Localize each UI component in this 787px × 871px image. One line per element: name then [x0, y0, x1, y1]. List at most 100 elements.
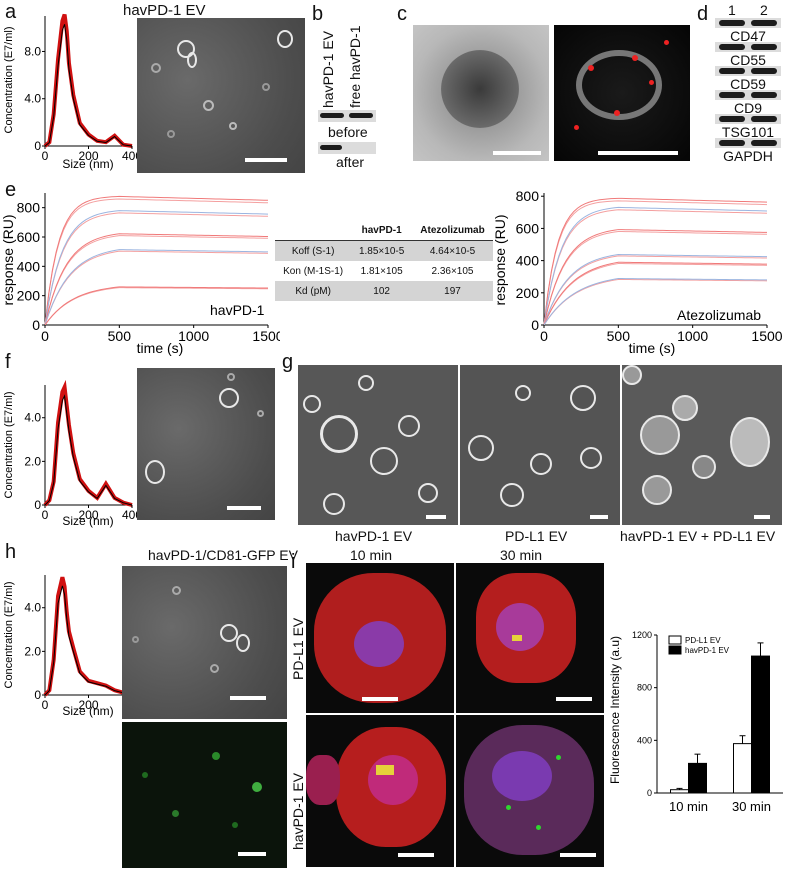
- y-tick-label: 8.0: [24, 44, 41, 58]
- panel-b-lane-2: free havPD-1: [347, 25, 363, 108]
- legend-swatch: [668, 635, 682, 645]
- fit-curve: [543, 230, 768, 326]
- panel-letter-d: d: [697, 3, 709, 25]
- panel-i-ylabel: Fluorescence Intensity (a.u): [608, 636, 622, 784]
- bar: [688, 762, 707, 794]
- panel-g-caption-2: PD-L1 EV: [505, 528, 568, 544]
- bar: [670, 789, 689, 794]
- panel-h-gfp-fluorescence-image: [122, 722, 287, 868]
- x-tick-label: 200: [78, 149, 98, 163]
- fit-curve: [44, 212, 269, 326]
- series-line: [44, 24, 133, 147]
- fit-curve: [543, 200, 768, 326]
- scale-bar: [493, 151, 541, 155]
- y-tick-label: 400: [637, 735, 652, 745]
- panel-g-caption-1: havPD-1 EV: [335, 528, 413, 544]
- bar: [733, 743, 752, 794]
- y-tick-label: 2.0: [24, 454, 41, 468]
- y-tick-label: 400: [17, 258, 41, 274]
- series-line: [543, 197, 768, 326]
- x-tick-label: 0: [42, 149, 49, 163]
- x-tick-label: 400: [122, 149, 140, 163]
- scale-bar: [556, 697, 592, 701]
- series-line: [543, 261, 768, 326]
- error-band: [43, 13, 133, 148]
- panel-d-marker-label: TSG101: [721, 124, 775, 140]
- y-tick-label: 200: [516, 285, 540, 301]
- panel-i-row-pdl1: PD-L1 EV: [290, 617, 306, 680]
- panel-b-before-label: before: [328, 124, 368, 140]
- panel-d-blot-gapdh: [715, 138, 781, 148]
- error-band: [43, 379, 133, 507]
- panel-e-left-name: havPD-1: [210, 302, 265, 318]
- panel-letter-e: e: [5, 179, 17, 201]
- panel-d-blot-cd55: [715, 42, 781, 52]
- fit-curve: [543, 209, 768, 326]
- x-tick-label: 200: [78, 508, 98, 522]
- panel-c-immunogold-tem: [413, 25, 549, 161]
- panel-i-row-havpd1: havPD-1 EV: [290, 772, 306, 850]
- scale-bar: [230, 696, 266, 700]
- panel-f-xlabel: Size (nm): [62, 514, 113, 528]
- panel-i-confocal-pdl1-10min: [306, 563, 454, 713]
- scale-bar: [754, 515, 770, 519]
- scale-bar: [362, 697, 398, 701]
- y-tick-label: 1200: [632, 630, 652, 640]
- fit-curve: [44, 235, 269, 326]
- panel-d-blot-cd47: [715, 18, 781, 28]
- x-tick-label: 30 min: [732, 799, 771, 814]
- panel-a-xlabel: Size (nm): [62, 157, 113, 171]
- panel-d-marker-label: GAPDH: [723, 148, 773, 164]
- x-tick-label: 0: [42, 508, 49, 522]
- scale-bar: [227, 506, 261, 510]
- y-tick-label: 2.0: [24, 644, 41, 658]
- panel-a-tem-image: [137, 18, 305, 173]
- x-tick-label: 0: [540, 328, 548, 344]
- panel-g-mixed-ev-image: [622, 365, 782, 525]
- panel-h-size-distribution-chart: 020040002.04.0 Size (nm) Concentration (…: [3, 575, 140, 718]
- panel-i-confocal-havpd1-30min: [456, 715, 604, 867]
- panel-a-size-distribution-chart: 0 200 400 0 4.0 8.0 Size (nm) Concentration (…: [3, 13, 140, 171]
- x-tick-label: 1500: [751, 328, 782, 344]
- legend-label: PD-L1 EV: [685, 636, 721, 645]
- bar: [751, 655, 770, 794]
- panel-f-ylabel: Concentration (E7/ml): [3, 392, 15, 499]
- series-line: [543, 229, 768, 326]
- error-band: [43, 576, 133, 697]
- y-tick-label: 0: [34, 139, 41, 153]
- fit-curve: [44, 198, 269, 326]
- y-tick-label: 600: [17, 229, 41, 245]
- panel-d-marker-label: CD55: [730, 52, 766, 68]
- y-tick-label: 800: [17, 200, 41, 216]
- panel-e-left-ylabel: response (RU): [0, 214, 16, 305]
- panel-letter-h: h: [5, 541, 17, 563]
- y-tick-label: 400: [516, 253, 540, 269]
- y-tick-label: 0: [34, 498, 41, 512]
- panel-h-ylabel: Concentration (E7/ml): [3, 582, 15, 689]
- panel-e-right-ylabel: response (RU): [492, 214, 508, 305]
- y-tick-label: 0: [647, 788, 652, 798]
- legend-swatch: [668, 645, 682, 655]
- panel-b-blot-before: [318, 110, 376, 122]
- scale-bar: [238, 852, 266, 856]
- panel-g-havpd1-ev-image: [298, 365, 458, 525]
- fit-curve: [543, 255, 768, 326]
- scale-bar: [590, 515, 608, 519]
- scale-bar: [398, 853, 434, 857]
- panel-letter-f: f: [5, 351, 11, 373]
- panel-h-xlabel: Size (nm): [62, 704, 113, 718]
- table-row: Koff (S-1) 1.85×10-5 4.64×10-5: [275, 240, 493, 261]
- y-tick-label: 4.0: [24, 92, 41, 106]
- scale-bar: [560, 853, 596, 857]
- panel-letter-i: i: [291, 551, 296, 573]
- panel-i-col-30min: 30 min: [500, 547, 543, 563]
- x-tick-label: 0: [41, 328, 49, 344]
- series-line: [44, 233, 269, 326]
- x-tick-label: 1000: [178, 328, 209, 344]
- panel-d-marker-label: CD9: [733, 100, 762, 116]
- legend-label: havPD-1 EV: [685, 646, 730, 655]
- panel-e-right-xlabel: time (s): [629, 340, 676, 356]
- x-tick-label: 0: [42, 698, 49, 712]
- panel-d-blot-tsg101: [715, 114, 781, 124]
- panel-letter-b: b: [312, 3, 324, 25]
